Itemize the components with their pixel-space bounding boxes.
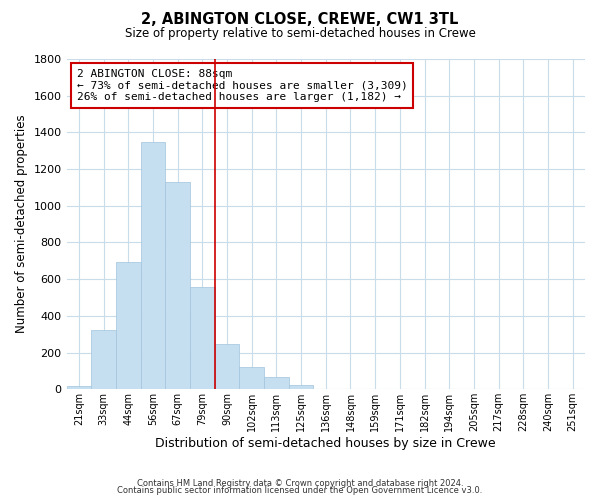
Y-axis label: Number of semi-detached properties: Number of semi-detached properties xyxy=(15,115,28,334)
Bar xyxy=(165,182,190,390)
Bar xyxy=(289,384,313,390)
Text: Contains public sector information licensed under the Open Government Licence v3: Contains public sector information licen… xyxy=(118,486,482,495)
Text: Contains HM Land Registry data © Crown copyright and database right 2024.: Contains HM Land Registry data © Crown c… xyxy=(137,478,463,488)
Bar xyxy=(239,368,264,390)
X-axis label: Distribution of semi-detached houses by size in Crewe: Distribution of semi-detached houses by … xyxy=(155,437,496,450)
Text: Size of property relative to semi-detached houses in Crewe: Size of property relative to semi-detach… xyxy=(125,28,475,40)
Bar xyxy=(190,288,215,390)
Bar xyxy=(140,142,165,390)
Bar xyxy=(215,344,239,390)
Bar xyxy=(116,262,140,390)
Text: 2 ABINGTON CLOSE: 88sqm
← 73% of semi-detached houses are smaller (3,309)
26% of: 2 ABINGTON CLOSE: 88sqm ← 73% of semi-de… xyxy=(77,69,407,102)
Bar xyxy=(67,386,91,390)
Text: 2, ABINGTON CLOSE, CREWE, CW1 3TL: 2, ABINGTON CLOSE, CREWE, CW1 3TL xyxy=(142,12,458,28)
Bar xyxy=(91,330,116,390)
Bar xyxy=(264,378,289,390)
